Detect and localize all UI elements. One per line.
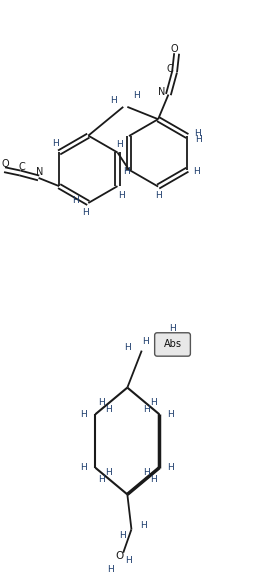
Text: H: H xyxy=(105,405,112,414)
Text: H: H xyxy=(82,208,88,216)
Text: H: H xyxy=(143,468,150,477)
Text: H: H xyxy=(53,139,59,148)
Text: H: H xyxy=(195,135,202,144)
Text: H: H xyxy=(119,531,126,540)
FancyBboxPatch shape xyxy=(155,333,190,356)
Text: H: H xyxy=(105,468,112,477)
Text: N: N xyxy=(158,88,165,98)
Text: H: H xyxy=(124,343,131,352)
Text: C: C xyxy=(19,162,26,172)
Text: H: H xyxy=(194,129,201,139)
Text: O: O xyxy=(2,159,9,169)
Text: H: H xyxy=(150,398,156,407)
Text: C: C xyxy=(166,64,173,74)
Text: O: O xyxy=(171,44,178,54)
Text: H: H xyxy=(167,463,174,472)
Text: H: H xyxy=(116,140,123,149)
Text: H: H xyxy=(80,410,87,419)
Text: O: O xyxy=(116,551,124,561)
Text: H: H xyxy=(80,463,87,472)
Text: Abs: Abs xyxy=(163,339,182,349)
Text: H: H xyxy=(72,196,78,205)
Text: H: H xyxy=(169,323,176,333)
Text: H: H xyxy=(98,398,105,407)
Text: H: H xyxy=(98,475,105,484)
Text: H: H xyxy=(118,191,125,200)
Text: H: H xyxy=(111,96,117,105)
Text: H: H xyxy=(108,564,114,574)
Text: H: H xyxy=(150,475,156,484)
Text: H: H xyxy=(134,91,140,101)
Text: H: H xyxy=(125,556,132,566)
Text: H: H xyxy=(124,167,130,176)
Text: H: H xyxy=(167,410,174,419)
Text: H: H xyxy=(155,191,162,200)
Text: N: N xyxy=(36,167,43,177)
Text: H: H xyxy=(193,167,200,176)
Text: H: H xyxy=(143,405,150,414)
Text: H: H xyxy=(143,337,149,346)
Text: H: H xyxy=(140,521,147,530)
